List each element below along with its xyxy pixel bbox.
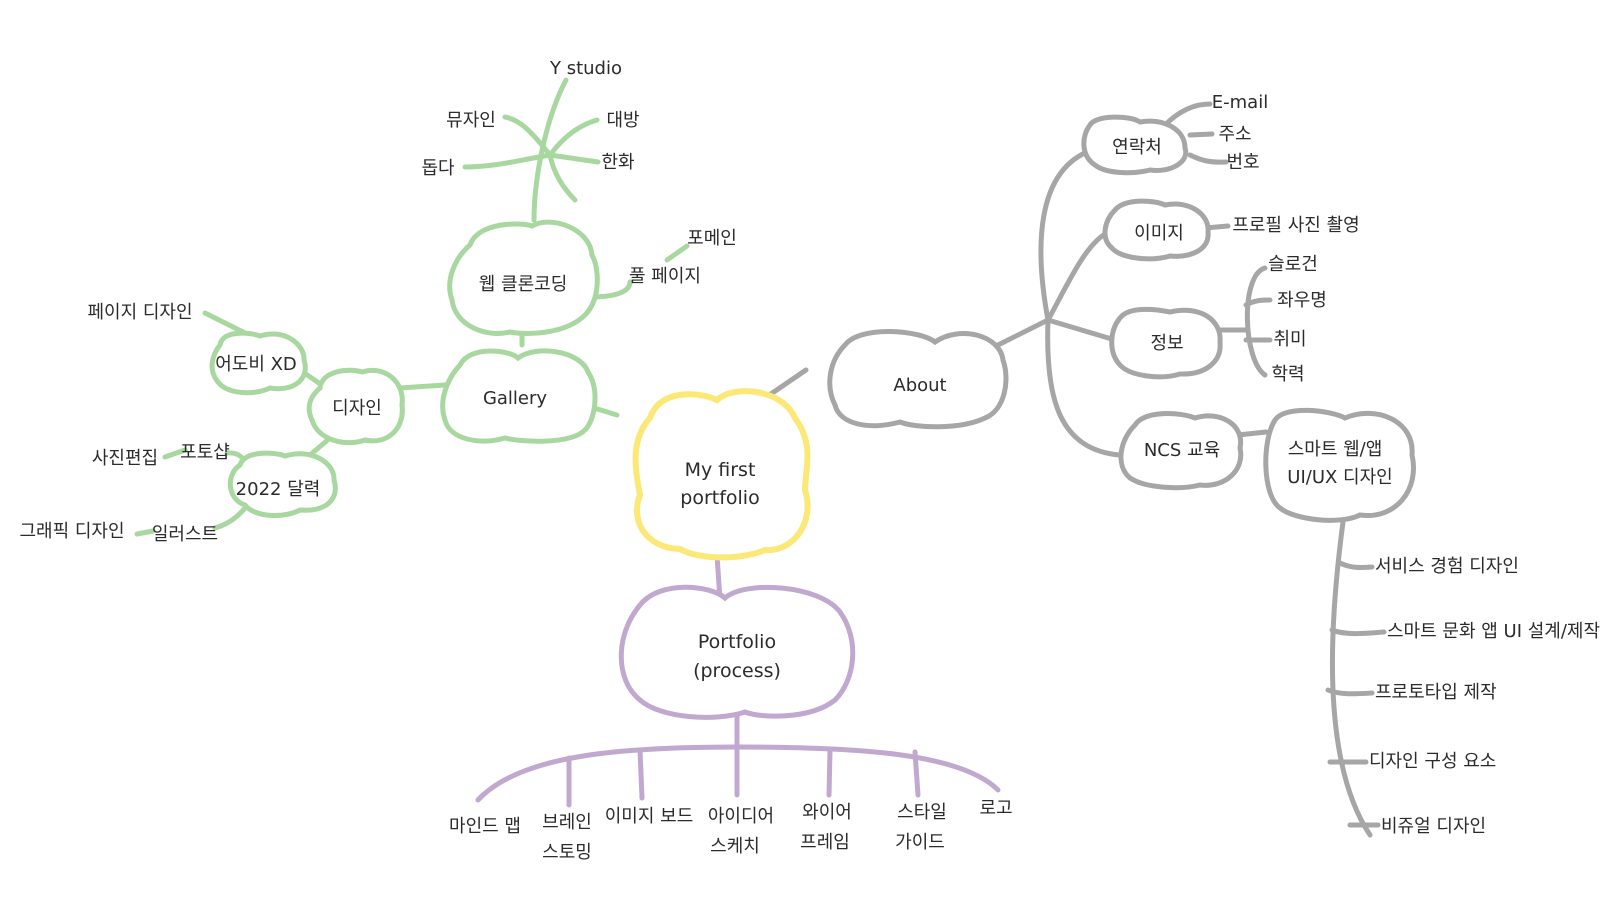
ystudio-spoke-5 [547, 152, 578, 203]
hub-to-image-line [1045, 229, 1111, 323]
adobe-xd-cloud[interactable] [209, 330, 308, 396]
step-drop-2 [637, 747, 645, 801]
process-step-2-line-2: 스토밍 [542, 842, 592, 863]
center-title-line-1: My first [685, 459, 756, 481]
portfolio-title-line-2: (process) [693, 660, 781, 682]
process-step-2-line-1: 브레인 [542, 812, 592, 833]
process-step-4-line-1: 아이디어 [708, 806, 774, 827]
illustrator-to-graphic-line [134, 528, 156, 537]
contact-item-email: E-mail [1212, 92, 1268, 113]
photoshop-label: 포토샵 [180, 442, 230, 463]
ncs-label: NCS 교육 [1144, 440, 1220, 461]
web-cloning-label: 웹 클론코딩 [479, 274, 568, 295]
brand-label-2: 대방 [606, 110, 639, 131]
about-to-hub-line [995, 317, 1051, 348]
design-label: 디자인 [332, 398, 382, 419]
info-cloud[interactable] [1109, 306, 1223, 380]
course-to-topic-3-line [1325, 687, 1375, 697]
calendar-2022-cloud[interactable] [228, 450, 338, 518]
course-title-line-1: 스마트 웹/앱 [1288, 439, 1383, 460]
profile-photo-label: 프로필 사진 촬영 [1232, 215, 1359, 236]
ystudio-spoke-3 [462, 152, 553, 170]
contact-label: 연락처 [1112, 137, 1162, 158]
ncs-topic-1: 서비스 경험 디자인 [1375, 556, 1519, 577]
process-step-5-line-1: 와이어 [802, 802, 852, 823]
ncs-to-course-line [1235, 429, 1269, 438]
design-cloud[interactable] [306, 367, 405, 446]
ystudio-spoke-4 [547, 152, 601, 165]
gallery-label: Gallery [483, 388, 547, 409]
ystudio-spoke-1 [502, 114, 553, 158]
process-step-5-line-2: 프레임 [800, 832, 850, 853]
ncs-cloud[interactable] [1118, 411, 1244, 491]
course-title-line-2: UI/UX 디자인 [1287, 467, 1392, 488]
contact-to-phone-line [1187, 152, 1229, 165]
info-item-hobby: 취미 [1273, 329, 1306, 350]
portfolio-process-cloud[interactable] [618, 584, 856, 720]
contact-to-email-line [1162, 101, 1213, 128]
process-step-7-line-1: 로고 [979, 798, 1012, 819]
gallery-cloud[interactable] [440, 348, 598, 444]
about-label: About [893, 375, 946, 396]
ncs-topic-5: 비쥬얼 디자인 [1381, 816, 1486, 837]
fullpage-to-fourmain-line [664, 243, 690, 263]
ncs-topic-2: 스마트 문화 앱 UI 설계/제작 [1387, 621, 1600, 642]
image-label: 이미지 [1134, 223, 1184, 244]
info-item-motto: 좌우명 [1277, 290, 1327, 311]
center-cloud[interactable] [632, 388, 811, 561]
process-step-1-line-1: 마인드 맵 [449, 816, 521, 837]
contact-to-address-line [1187, 131, 1215, 138]
page-design-label: 페이지 디자인 [87, 302, 192, 323]
contact-item-phone: 번호 [1226, 152, 1259, 173]
process-step-6-line-1: 스타일 [897, 802, 947, 823]
center-title-line-2: portfolio [680, 487, 759, 509]
step-drop-5 [912, 749, 921, 798]
contact-cloud[interactable] [1081, 114, 1189, 176]
y-studio-label: Y studio [549, 58, 622, 79]
smart-web-app-course-cloud[interactable] [1263, 407, 1416, 523]
step-drop-4 [826, 747, 833, 798]
calendar-to-illustrator-line [212, 505, 248, 531]
graphic-design-label: 그래픽 디자인 [19, 521, 124, 542]
process-step-3-line-1: 이미지 보드 [605, 806, 694, 827]
hub-to-info-line [1045, 317, 1118, 343]
full-page-label: 풀 페이지 [629, 266, 701, 287]
hub-to-contact-line [1038, 147, 1095, 323]
ncs-topic-4: 디자인 구성 요소 [1369, 751, 1496, 772]
photo-edit-label: 사진편집 [92, 448, 158, 469]
contact-item-address: 주소 [1218, 124, 1251, 145]
calendar-2022-label: 2022 달력 [236, 479, 321, 500]
info-to-motto-line [1243, 297, 1273, 308]
four-main-label: 포메인 [687, 228, 737, 249]
photoshop-to-photoedit-line [162, 447, 188, 460]
info-label: 정보 [1150, 333, 1183, 354]
process-step-6-line-2: 가이드 [895, 832, 945, 853]
brand-label-4: 한화 [601, 152, 634, 173]
brand-label-3: 돕다 [421, 158, 455, 179]
info-bracket-line [1244, 265, 1268, 378]
web-cloning-cloud[interactable] [447, 219, 600, 336]
ncs-topic-3: 프로토타입 제작 [1375, 682, 1497, 703]
image-cloud[interactable] [1102, 198, 1211, 262]
course-to-topic-1-line [1337, 560, 1375, 570]
xd-to-pagedesign-line [202, 310, 248, 336]
info-item-slogan: 슬로건 [1268, 254, 1318, 275]
ystudio-spoke-2 [547, 117, 600, 158]
portfolio-title-line-1: Portfolio [698, 631, 776, 653]
brand-label-1: 뮤자인 [446, 110, 496, 131]
design-to-calendar-line [307, 435, 333, 458]
course-to-topic-2-line [1329, 627, 1387, 637]
info-item-education: 학력 [1271, 364, 1304, 385]
process-step-4-line-2: 스케치 [710, 836, 760, 857]
adobe-xd-label: 어도비 XD [215, 354, 297, 375]
about-cloud[interactable] [827, 329, 1009, 430]
web-to-ystudio-line [531, 77, 569, 223]
illustrator-label: 일러스트 [152, 524, 218, 545]
hub-to-ncs-line [1045, 317, 1123, 458]
gallery-to-design-line [397, 382, 448, 391]
